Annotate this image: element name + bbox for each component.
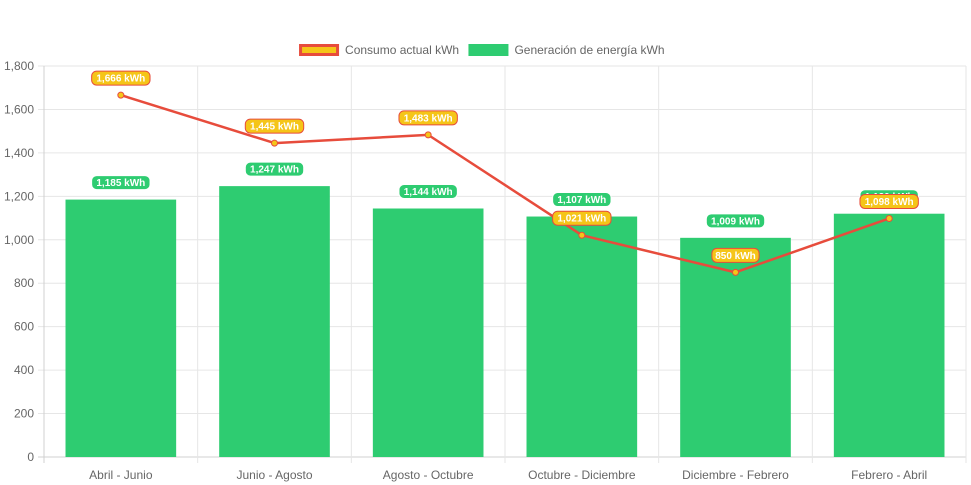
consumption-data-label: 1,021 kWh xyxy=(552,210,612,226)
x-tick-label: Octubre - Diciembre xyxy=(528,468,636,482)
legend-item-generacion-de-energia-kwh[interactable]: Generación de energía kWh xyxy=(468,43,665,57)
consumption-data-label-text: 1,666 kWh xyxy=(96,74,145,85)
generation-bar-febrero-abril[interactable] xyxy=(833,213,945,457)
y-tick-label: 1,800 xyxy=(4,59,34,73)
x-tick-label: Agosto - Octubre xyxy=(383,468,474,482)
consumption-point-abril-junio[interactable] xyxy=(117,91,125,99)
y-tick-label: 800 xyxy=(14,276,34,290)
consumption-point-agosto-octubre[interactable] xyxy=(424,131,432,139)
y-tick-label: 1,600 xyxy=(4,102,34,116)
y-tick-label: 600 xyxy=(14,320,34,334)
legend-label: Generación de energía kWh xyxy=(514,43,664,57)
x-tick-label: Junio - Agosto xyxy=(236,468,312,482)
consumption-data-label: 1,666 kWh xyxy=(91,70,151,86)
generation-data-label: 1,247 kWh xyxy=(244,161,305,177)
consumption-line[interactable] xyxy=(120,93,890,274)
consumption-data-label-text: 1,483 kWh xyxy=(404,113,453,124)
consumption-data-label-box xyxy=(398,110,458,126)
consumption-point-junio-agosto[interactable] xyxy=(271,139,278,147)
generation-bar-junio-agosto[interactable] xyxy=(219,186,330,457)
generation-data-label: 1,144 kWh xyxy=(398,183,458,199)
grid xyxy=(38,65,967,463)
legend[interactable]: Consumo actual kWh Generación de energía … xyxy=(299,43,665,57)
y-tick-label: 1,400 xyxy=(4,146,34,160)
consumption-data-label-box xyxy=(552,210,612,226)
generation-data-label-box xyxy=(705,213,766,229)
generation-data-label: 1,107 kWh xyxy=(552,192,612,208)
consumption-data-label: 1,483 kWh xyxy=(398,110,458,126)
legend-swatch xyxy=(468,44,509,56)
axes: 0 200 400 600 800 1,000 1,200 1,400 1,600 1,800 Ab… xyxy=(4,59,927,482)
consumption-data-label-box xyxy=(859,193,919,209)
generation-data-label-box xyxy=(552,192,612,208)
consumption-point-febrero-abril[interactable] xyxy=(885,214,893,222)
consumption-data-label-text: 850 kWh xyxy=(715,251,756,262)
generation-data-label: 1,185 kWh xyxy=(91,175,151,191)
generation-data-label-text: 1,247 kWh xyxy=(250,165,299,176)
x-tick-label: Diciembre - Febrero xyxy=(682,468,789,482)
generation-data-label-text: 1,144 kWh xyxy=(404,187,453,198)
consumption-data-label-box xyxy=(91,70,151,86)
consumption-data-label-box xyxy=(711,247,760,263)
y-tick-label: 1,000 xyxy=(4,233,34,247)
data-labels: 1,185 kWh 1,247 kWh 1,144 kWh 1,107 kWh 1,00… xyxy=(91,70,919,263)
consumption-data-label: 850 kWh xyxy=(711,247,760,263)
generation-data-label-box xyxy=(398,183,458,199)
line-series xyxy=(117,91,893,276)
generation-data-label-text: 1,009 kWh xyxy=(711,216,760,227)
consumption-point-octubre-diciembre[interactable] xyxy=(578,231,586,239)
y-tick-label: 400 xyxy=(14,363,34,377)
legend-item-consumo-actual-kwh[interactable]: Consumo actual kWh xyxy=(299,43,460,57)
legend-label: Consumo actual kWh xyxy=(345,43,459,57)
x-tick-label: Febrero - Abril xyxy=(851,468,927,482)
generation-bar-abril-junio[interactable] xyxy=(65,199,177,457)
bar-series xyxy=(65,186,945,457)
consumption-data-label-text: 1,021 kWh xyxy=(557,214,606,225)
generation-data-label-text: 1,107 kWh xyxy=(557,195,606,206)
legend-swatch xyxy=(299,44,340,56)
generation-data-label-box xyxy=(91,175,151,191)
generation-data-label: 1,009 kWh xyxy=(705,213,766,229)
consumption-point-diciembre-febrero[interactable] xyxy=(732,268,739,276)
consumption-data-label-box xyxy=(244,118,305,134)
consumption-data-label-text: 1,445 kWh xyxy=(250,122,299,133)
generation-bar-octubre-diciembre[interactable] xyxy=(526,216,638,457)
generation-data-label-text: 1,185 kWh xyxy=(96,178,145,189)
consumption-data-label: 1,445 kWh xyxy=(244,118,305,134)
consumption-data-label-text: 1,098 kWh xyxy=(865,197,914,208)
generation-data-label-box xyxy=(244,161,305,177)
x-tick-label: Abril - Junio xyxy=(89,468,153,482)
generation-bar-agosto-octubre[interactable] xyxy=(372,208,484,457)
y-tick-label: 0 xyxy=(27,450,34,464)
y-tick-label: 1,200 xyxy=(4,189,34,203)
y-tick-label: 200 xyxy=(14,407,34,421)
consumption-data-label: 1,098 kWh xyxy=(859,193,919,209)
